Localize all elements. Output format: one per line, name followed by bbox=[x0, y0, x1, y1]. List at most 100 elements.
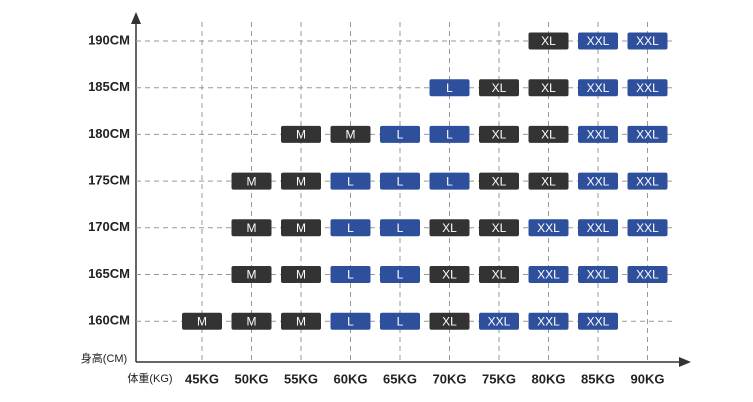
size-label: XL bbox=[541, 81, 556, 95]
size-label: XXL bbox=[537, 314, 560, 328]
y-tick-label: 180CM bbox=[88, 126, 130, 141]
size-cell bbox=[578, 79, 618, 97]
size-cell bbox=[479, 125, 519, 143]
x-axis-label: 体重(KG) bbox=[127, 371, 172, 385]
size-label: L bbox=[347, 221, 354, 235]
y-tick-label: 165CM bbox=[88, 266, 130, 281]
size-label: XL bbox=[492, 221, 507, 235]
size-label: XL bbox=[492, 268, 507, 282]
size-label: XXL bbox=[636, 34, 659, 48]
size-cell bbox=[479, 219, 519, 237]
size-label: M bbox=[247, 268, 257, 282]
size-cell bbox=[528, 32, 569, 50]
x-tick-label: 45KG bbox=[185, 371, 219, 386]
size-cell bbox=[528, 79, 569, 97]
size-cell bbox=[330, 125, 371, 143]
size-cell bbox=[578, 32, 618, 50]
size-label: XL bbox=[442, 268, 457, 282]
y-tick-label: 160CM bbox=[88, 313, 130, 328]
x-tick-label: 90KG bbox=[631, 371, 665, 386]
size-cell bbox=[479, 79, 519, 97]
y-axis-label: 身高(CM) bbox=[81, 351, 127, 365]
size-cell bbox=[330, 312, 371, 330]
size-cell bbox=[429, 125, 470, 143]
size-label: XL bbox=[442, 314, 457, 328]
size-label: M bbox=[197, 314, 207, 328]
size-label: XL bbox=[492, 174, 507, 188]
size-label: XXL bbox=[636, 174, 659, 188]
size-cell bbox=[429, 312, 470, 330]
size-cell bbox=[231, 172, 272, 190]
x-tick-label: 70KG bbox=[433, 371, 467, 386]
size-cell bbox=[380, 312, 420, 330]
size-cell bbox=[281, 312, 321, 330]
size-cell bbox=[429, 79, 470, 97]
size-label: L bbox=[397, 268, 404, 282]
size-label: XL bbox=[541, 174, 556, 188]
size-label: L bbox=[397, 221, 404, 235]
size-cell bbox=[578, 172, 618, 190]
size-cell bbox=[281, 219, 321, 237]
size-cell bbox=[627, 266, 668, 283]
size-cell bbox=[528, 125, 569, 143]
size-label: XXL bbox=[636, 221, 659, 235]
size-label: XXL bbox=[636, 268, 659, 282]
size-cell bbox=[330, 172, 371, 190]
size-cell bbox=[627, 32, 668, 50]
size-label: XXL bbox=[587, 34, 610, 48]
size-label: L bbox=[397, 314, 404, 328]
size-cell bbox=[281, 125, 321, 143]
x-tick-label: 65KG bbox=[383, 371, 417, 386]
y-tick-label: 190CM bbox=[88, 32, 130, 47]
size-cell bbox=[578, 219, 618, 237]
size-cell bbox=[429, 266, 470, 283]
x-tick-label: 60KG bbox=[334, 371, 368, 386]
size-cell bbox=[281, 266, 321, 283]
x-tick-label: 50KG bbox=[235, 371, 269, 386]
size-cell bbox=[231, 266, 272, 283]
size-label: XXL bbox=[636, 81, 659, 95]
size-cell bbox=[429, 172, 470, 190]
size-label: M bbox=[247, 221, 257, 235]
size-label: XXL bbox=[537, 268, 560, 282]
y-arrow bbox=[131, 12, 141, 24]
size-cell bbox=[231, 312, 272, 330]
size-cell bbox=[578, 312, 618, 330]
size-cell bbox=[528, 219, 569, 237]
size-label: M bbox=[247, 314, 257, 328]
size-cell bbox=[479, 312, 519, 330]
size-label: XXL bbox=[636, 128, 659, 142]
size-label: L bbox=[347, 268, 354, 282]
size-cell bbox=[479, 172, 519, 190]
y-tick-label: 185CM bbox=[88, 79, 130, 94]
size-label: L bbox=[347, 174, 354, 188]
size-label: XXL bbox=[587, 128, 610, 142]
size-cell bbox=[380, 172, 420, 190]
size-cell bbox=[479, 266, 519, 283]
size-cell bbox=[380, 125, 420, 143]
size-label: M bbox=[296, 128, 306, 142]
size-label: M bbox=[296, 314, 306, 328]
size-label: XXL bbox=[537, 221, 560, 235]
y-tick-label: 170CM bbox=[88, 219, 130, 234]
size-label: XXL bbox=[587, 174, 610, 188]
size-label: XXL bbox=[587, 314, 610, 328]
size-label: L bbox=[397, 174, 404, 188]
size-label: XL bbox=[492, 81, 507, 95]
size-cell bbox=[627, 125, 668, 143]
size-label: XL bbox=[492, 128, 507, 142]
size-cell bbox=[627, 219, 668, 237]
size-label: XXL bbox=[587, 221, 610, 235]
size-cell bbox=[429, 219, 470, 237]
size-cell bbox=[627, 172, 668, 190]
size-cell bbox=[330, 219, 371, 237]
size-label: L bbox=[446, 128, 453, 142]
x-tick-label: 55KG bbox=[284, 371, 318, 386]
y-tick-label: 175CM bbox=[88, 173, 130, 188]
size-label: XXL bbox=[587, 81, 610, 95]
size-label: L bbox=[446, 81, 453, 95]
x-arrow bbox=[679, 357, 691, 367]
size-label: L bbox=[397, 128, 404, 142]
size-label: M bbox=[247, 174, 257, 188]
